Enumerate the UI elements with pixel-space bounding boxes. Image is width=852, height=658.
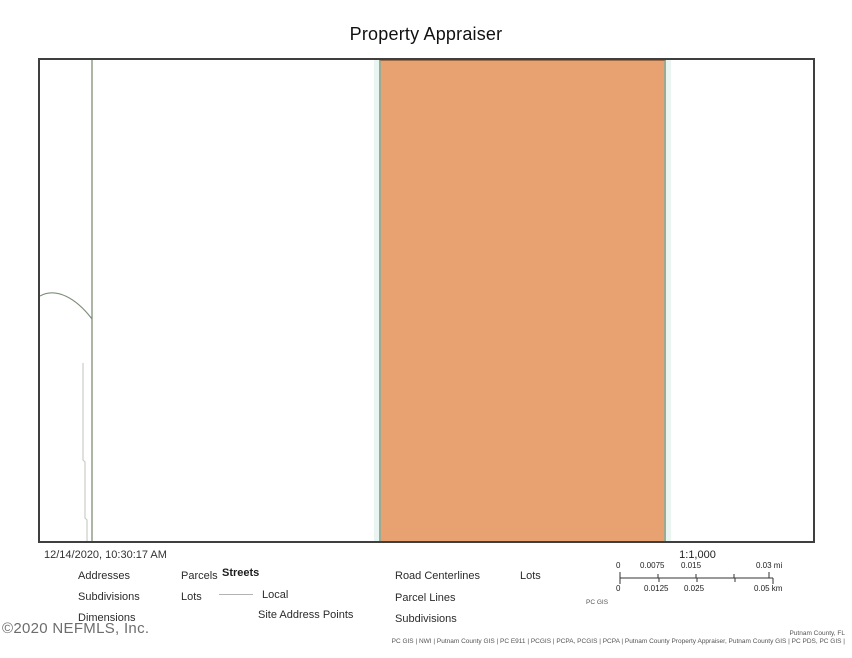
legend-item-parcel-lines: Parcel Lines (395, 592, 456, 604)
scale-mi-tick-1: 0.0075 (640, 561, 665, 570)
legend-item-lots: Lots (181, 591, 202, 603)
legend-item-lots-2: Lots (520, 570, 541, 582)
legend-item-local-street: Local (262, 589, 289, 601)
scale-mi-tick-3: 0.03 mi (756, 561, 783, 570)
scale-km-tick-1: 0.0125 (644, 584, 669, 593)
export-timestamp: 12/14/2020, 10:30:17 AM (44, 549, 167, 561)
legend-header-streets: Streets (222, 567, 260, 579)
legend-item-subdivisions: Subdivisions (78, 591, 140, 603)
legend-item-addresses: Addresses (78, 570, 130, 582)
map-canvas (38, 58, 815, 543)
scale-bar (619, 572, 774, 584)
scale-km-tick-0: 0 (616, 584, 621, 593)
scale-ratio: 1:1,000 (679, 549, 716, 561)
footer-credits-block: Putnam County, FL PC GIS | NWI | Putnam … (392, 630, 845, 646)
scale-km-tick-2: 0.025 (684, 584, 705, 593)
footer-region: Putnam County, FL (789, 630, 845, 637)
curved-boundary-line (40, 292, 93, 320)
scale-mi-tick-2: 0.015 (681, 561, 702, 570)
map-feature-lines (40, 60, 93, 541)
scale-mi-tick-0: 0 (616, 561, 621, 570)
legend-item-parcels: Parcels (181, 570, 218, 582)
highlighted-parcel (379, 60, 666, 541)
secondary-parcel-line (82, 363, 88, 541)
legend-item-road-centerlines: Road Centerlines (395, 570, 480, 582)
scale-source-label: PC GIS (586, 599, 609, 606)
legend-item-dimensions: Dimensions (78, 612, 136, 624)
parcel-selection-halo (374, 60, 671, 541)
local-street-line-symbol (219, 594, 253, 595)
scale-km-tick-3: 0.05 km (754, 584, 783, 593)
legend-item-subdivisions-2: Subdivisions (395, 613, 457, 625)
page-title: Property Appraiser (349, 24, 503, 44)
copyright-watermark: ©2020 NEFMLS, Inc. (2, 620, 150, 637)
legend-item-site-address-points: Site Address Points (258, 609, 354, 621)
footer-credits: PC GIS | NWI | Putnam County GIS | PC E9… (391, 638, 845, 645)
